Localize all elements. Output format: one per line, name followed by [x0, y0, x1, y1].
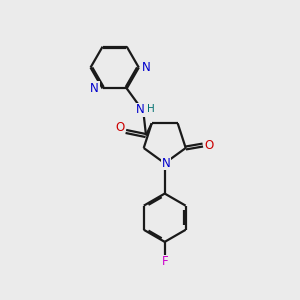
Text: N: N: [136, 103, 145, 116]
Text: O: O: [205, 139, 214, 152]
Text: F: F: [161, 255, 168, 268]
Text: H: H: [147, 104, 155, 114]
Text: O: O: [115, 121, 124, 134]
Text: N: N: [142, 61, 151, 74]
Text: N: N: [90, 82, 99, 95]
Text: N: N: [162, 157, 171, 170]
